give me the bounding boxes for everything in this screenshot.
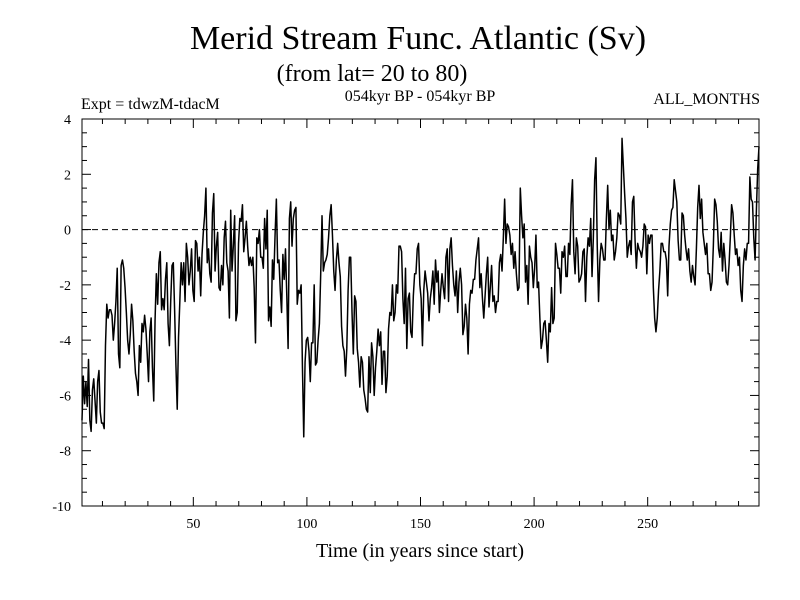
x-tick-label: 250 [637, 517, 658, 532]
months-label: ALL_MONTHS [653, 91, 760, 108]
chart-subtitle: (from lat= 20 to 80) [277, 61, 468, 87]
y-tick-label: 2 [64, 168, 71, 183]
x-tick-label: 150 [410, 517, 431, 532]
y-tick-label: -4 [59, 334, 71, 349]
x-tick-label: 200 [524, 517, 545, 532]
y-axis: -10 -8 -6 -4 -2 0 2 4 [52, 113, 759, 515]
period-label: 054kyr BP - 054kyr BP [345, 88, 496, 105]
x-tick-label: 50 [186, 517, 200, 532]
y-tick-label: -10 [52, 500, 71, 515]
y-tick-label: -8 [59, 445, 71, 460]
x-tick-label: 100 [296, 517, 317, 532]
series-line [81, 137, 760, 438]
chart-title: Merid Stream Func. Atlantic (Sv) [190, 20, 646, 57]
y-tick-label: 0 [64, 224, 71, 239]
x-axis-title: Time (in years since start) [316, 540, 524, 562]
y-tick-label: -2 [59, 279, 71, 294]
experiment-label: Expt = tdwzM-tdacM [81, 96, 220, 113]
x-axis: 50 100 150 200 250 [101, 119, 740, 532]
y-tick-label: -6 [59, 389, 71, 404]
y-tick-label: 4 [64, 113, 71, 128]
plot-area: 50 100 150 200 250 -10 -8 -6 -4 -2 0 2 4 [52, 113, 760, 532]
